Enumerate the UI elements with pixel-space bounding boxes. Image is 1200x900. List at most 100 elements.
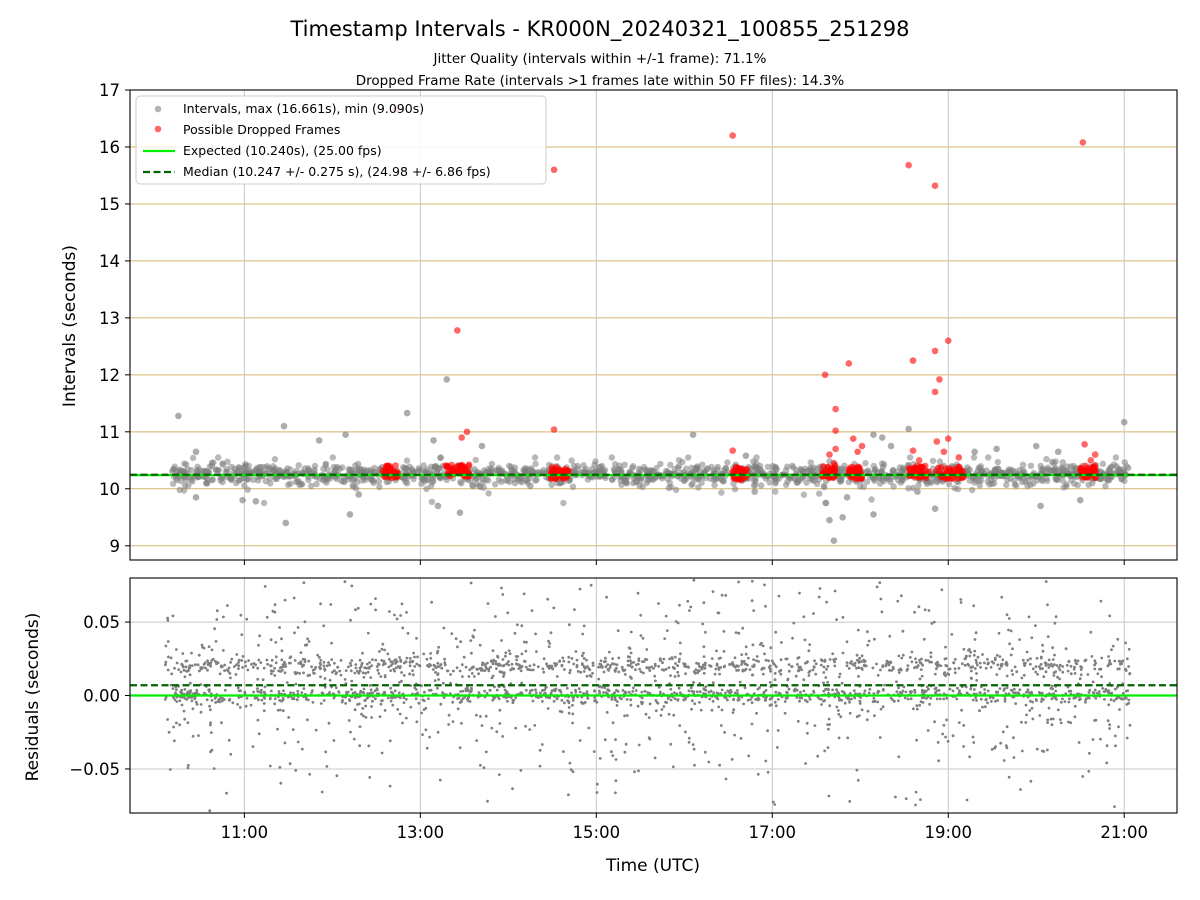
interval-point	[181, 460, 188, 467]
dropped-frame-point	[453, 327, 461, 334]
interval-point	[608, 454, 615, 461]
interval-point	[250, 476, 257, 484]
residual-point	[822, 689, 826, 693]
residual-point	[489, 659, 493, 663]
residual-point	[1050, 697, 1054, 701]
residual-point	[755, 659, 758, 662]
residual-point	[678, 641, 682, 645]
residual-point	[1108, 723, 1112, 727]
interval-point	[428, 498, 436, 505]
residual-point	[762, 691, 766, 695]
residual-point	[302, 671, 305, 675]
residual-point	[511, 701, 515, 705]
interval-point	[242, 462, 249, 469]
residual-point	[183, 688, 187, 691]
dropped-frame-point	[936, 376, 943, 383]
residual-point	[863, 689, 867, 693]
residual-point	[856, 778, 860, 782]
residual-point	[997, 631, 1001, 635]
residual-point	[554, 687, 558, 691]
residual-point	[454, 637, 458, 641]
residual-point	[1051, 687, 1054, 691]
residual-point	[611, 721, 615, 725]
interval-point	[685, 454, 692, 461]
residual-point	[166, 718, 170, 721]
interval-point	[531, 454, 539, 461]
residual-point	[1011, 647, 1014, 651]
residual-point	[729, 688, 733, 692]
residual-point	[702, 687, 706, 691]
residual-point	[591, 664, 595, 667]
residual-point	[1054, 615, 1058, 619]
residual-point	[669, 687, 673, 691]
residual-point	[297, 662, 301, 665]
residual-point	[575, 665, 579, 669]
residual-point	[752, 692, 756, 696]
residual-point	[383, 709, 387, 712]
residual-point	[1017, 691, 1021, 695]
residual-point	[428, 735, 431, 739]
residual-point	[270, 672, 273, 676]
residual-point	[175, 700, 179, 703]
residual-point	[273, 666, 276, 670]
residual-point	[704, 685, 708, 689]
residual-point	[597, 677, 601, 681]
residual-point	[900, 594, 903, 598]
residual-point	[828, 704, 832, 708]
residual-point	[722, 650, 726, 653]
residual-point	[529, 689, 532, 693]
residual-point	[647, 666, 650, 670]
residual-point	[979, 697, 983, 701]
interval-point	[511, 479, 519, 487]
interval-point	[204, 476, 212, 483]
residual-point	[301, 657, 305, 661]
interval-point	[936, 458, 944, 465]
residual-point	[318, 656, 321, 659]
residual-point	[1041, 649, 1045, 653]
residual-point	[313, 667, 317, 671]
residual-point	[744, 645, 748, 649]
residual-point	[291, 728, 295, 731]
residual-point	[620, 665, 624, 669]
residual-point	[857, 666, 861, 670]
residual-point	[750, 579, 754, 583]
residual-point	[826, 664, 830, 668]
residual-point	[281, 709, 285, 713]
residual-point	[206, 659, 209, 663]
residual-point	[505, 690, 509, 693]
residual-point	[189, 689, 193, 693]
residual-point	[973, 649, 977, 653]
residual-point	[1011, 673, 1015, 676]
interval-point	[1059, 459, 1067, 466]
residual-point	[363, 698, 367, 702]
residual-point	[277, 690, 281, 693]
residual-point	[1056, 708, 1060, 712]
residual-point	[443, 663, 447, 667]
interval-point	[330, 463, 337, 471]
residual-point	[860, 708, 864, 712]
residual-point	[677, 686, 681, 690]
residual-point	[687, 689, 691, 693]
residual-point	[437, 665, 441, 668]
residual-point	[411, 669, 414, 672]
residual-point	[965, 798, 969, 802]
residual-point	[1053, 621, 1057, 625]
dropped-frame-point	[821, 371, 829, 379]
residual-point	[917, 605, 921, 609]
residual-point	[524, 724, 527, 728]
residual-point	[960, 708, 963, 712]
residual-point	[210, 748, 214, 752]
interval-point	[217, 477, 224, 484]
residual-point	[399, 614, 402, 617]
residual-point	[477, 672, 480, 676]
interval-point	[694, 463, 701, 470]
residual-point	[614, 779, 618, 783]
dropped-frame-point	[931, 347, 939, 355]
interval-point	[1011, 477, 1018, 484]
residual-point	[257, 658, 261, 662]
residual-point	[582, 624, 586, 628]
interval-outlier-point	[878, 434, 886, 441]
residual-point	[840, 690, 844, 693]
residual-point	[1010, 669, 1014, 672]
residual-point	[598, 662, 602, 666]
